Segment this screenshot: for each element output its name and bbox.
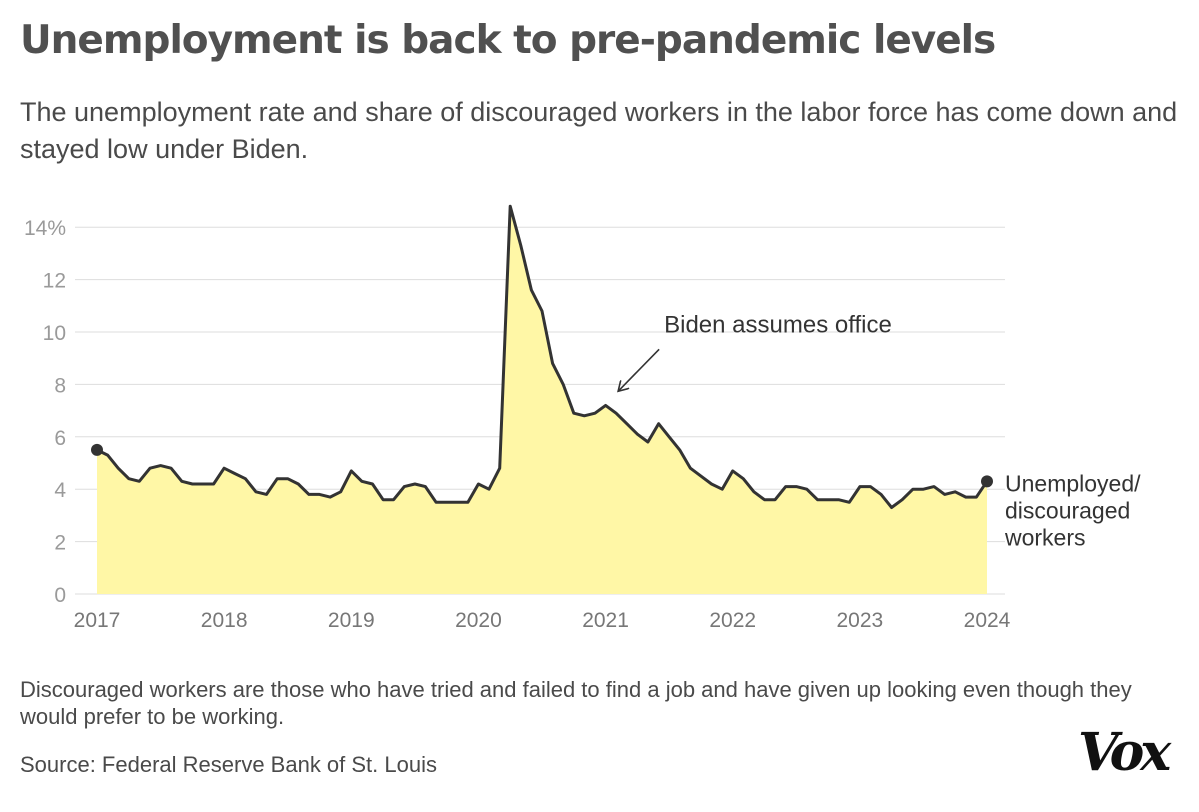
series-line	[95, 204, 989, 509]
x-tick-label: 2020	[455, 609, 502, 632]
series-label-line: Unemployed/	[1005, 470, 1141, 496]
end-point	[981, 475, 993, 488]
y-tick-label: 8	[54, 374, 66, 397]
y-tick-label: 14%	[24, 217, 66, 240]
x-tick-label: 2022	[709, 609, 756, 632]
chart-subtitle: The unemployment rate and share of disco…	[20, 97, 1178, 164]
area-fill	[97, 206, 987, 594]
y-tick-label: 0	[54, 584, 66, 607]
x-tick-label: 2021	[582, 609, 629, 632]
vox-logo: Vox	[1078, 722, 1171, 783]
y-axis-ticks: 0 2 4 6 8 10 12 14%	[24, 217, 66, 607]
annotation-arrow	[618, 348, 660, 391]
x-tick-label: 2024	[964, 609, 1011, 632]
x-axis-ticks: 2017 2018 2019 2020 2021 2022 2023 2024	[74, 609, 1011, 632]
y-tick-label: 12	[43, 270, 66, 293]
x-tick-label: 2023	[836, 609, 883, 632]
series-label-line: workers	[1004, 524, 1086, 550]
source-note: Source: Federal Reserve Bank of St. Loui…	[20, 752, 437, 777]
footnote: Discouraged workers are those who have t…	[20, 677, 1132, 729]
y-tick-label: 6	[54, 427, 66, 450]
chart-title: Unemployment is back to pre-pandemic lev…	[20, 18, 996, 63]
series-label-line: discouraged	[1005, 497, 1130, 523]
y-tick-label: 10	[43, 322, 66, 345]
series-label: Unemployed/discouraged workers	[1004, 470, 1141, 550]
x-tick-label: 2018	[201, 609, 248, 632]
y-tick-label: 4	[54, 479, 66, 502]
line-area-chart: 0 2 4 6 8 10 12 14% 2017 2018 2019 2020 2021 2022 202…	[24, 204, 1141, 632]
x-tick-label: 2019	[328, 609, 375, 632]
x-tick-label: 2017	[74, 609, 121, 632]
y-tick-label: 2	[54, 532, 66, 555]
start-point	[91, 443, 103, 456]
annotation-biden-assumes-office: Biden assumes office	[664, 311, 892, 338]
